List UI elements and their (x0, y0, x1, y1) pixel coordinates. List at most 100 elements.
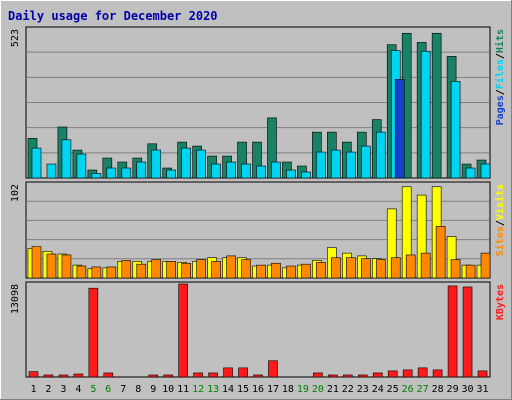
bar-middle-sites-day-4 (76, 265, 87, 279)
x-tick-label-day-5: 5 (90, 384, 96, 395)
bar-top-files-day-12 (196, 149, 206, 179)
bar-top-files-day-19 (301, 171, 311, 179)
bar-middle-sites-day-1 (31, 246, 42, 279)
bar-top-files-day-18 (286, 169, 296, 179)
x-tick-label-day-28: 28 (432, 384, 444, 395)
bar-middle-sites-day-25 (390, 257, 401, 279)
x-tick-label-day-12: 12 (192, 384, 204, 395)
bar-bottom-kbytes-day-11 (178, 283, 188, 378)
bar-middle-sites-day-24 (375, 259, 386, 279)
bar-bottom-kbytes-day-24 (372, 372, 383, 378)
panel-top-max-label: 523 (10, 29, 21, 47)
bar-bottom-kbytes-day-12 (193, 372, 203, 378)
bar-bottom-kbytes-day-2 (43, 374, 54, 378)
bar-bottom-kbytes-day-9 (148, 374, 159, 378)
legend-pages: Pages (495, 95, 506, 125)
bar-top-files-day-23 (360, 145, 371, 179)
x-tick-label-day-22: 22 (342, 384, 354, 395)
bar-middle-sites-day-21 (331, 257, 341, 279)
x-tick-label-day-4: 4 (75, 384, 81, 395)
bar-top-files-day-6 (106, 167, 117, 179)
bar-bottom-kbytes-day-1 (28, 371, 39, 378)
x-tick-label-day-27: 27 (417, 384, 429, 395)
bar-top-files-day-13 (211, 163, 221, 179)
bar-middle-sites-day-22 (346, 257, 356, 279)
bar-top-hits-day-28 (431, 32, 442, 179)
bar-top-files-day-1 (31, 147, 42, 179)
bar-top-files-day-16 (256, 165, 266, 179)
x-tick-label-day-29: 29 (447, 384, 459, 395)
bar-top-files-day-4 (76, 153, 87, 179)
bar-top-files-day-14 (226, 161, 236, 179)
x-tick-label-day-26: 26 (402, 384, 414, 395)
x-tick-label-day-21: 21 (327, 384, 339, 395)
x-tick-label-day-1: 1 (30, 384, 36, 395)
bar-bottom-kbytes-day-22 (343, 374, 353, 378)
bar-top-files-day-10 (166, 169, 177, 179)
bar-bottom-kbytes-day-25 (387, 370, 398, 378)
bar-middle-sites-day-8 (136, 263, 147, 279)
bar-bottom-kbytes-day-27 (417, 367, 428, 378)
x-tick-label-day-25: 25 (387, 384, 399, 395)
bar-top-files-day-9 (151, 149, 162, 179)
panel-middle-legend: Sites/Visits (494, 184, 506, 256)
bar-middle-sites-day-13 (211, 261, 221, 279)
x-tick-label-day-31: 31 (476, 384, 488, 395)
bar-bottom-kbytes-day-14 (223, 367, 233, 378)
x-tick-label-day-6: 6 (105, 384, 111, 395)
bar-top-files-day-7 (121, 167, 132, 179)
bar-middle-sites-day-20 (316, 262, 326, 279)
bar-bottom-kbytes-day-21 (328, 374, 338, 378)
x-tick-label-day-2: 2 (45, 384, 51, 395)
legend-files: Files (494, 59, 506, 89)
x-tick-label-day-24: 24 (372, 384, 384, 395)
bar-middle-sites-day-5 (91, 266, 102, 279)
bar-bottom-kbytes-day-30 (462, 286, 473, 378)
bar-middle-sites-day-11 (181, 262, 191, 279)
bar-top-files-day-17 (271, 161, 281, 179)
x-tick-label-day-19: 19 (297, 384, 309, 395)
bar-bottom-kbytes-day-29 (447, 285, 458, 378)
panel-bottom-frame (25, 281, 491, 378)
x-tick-label-day-30: 30 (462, 384, 474, 395)
bar-middle-sites-day-2 (46, 253, 57, 279)
bar-middle-sites-day-27 (420, 252, 431, 279)
bar-top-files-day-5 (91, 173, 102, 179)
bar-top-files-day-24 (375, 131, 386, 179)
legend-kbytes: KBytes (495, 284, 506, 320)
bar-middle-sites-day-23 (360, 258, 371, 279)
bar-top-pages-day-25 (394, 79, 405, 179)
bar-middle-sites-day-10 (166, 261, 177, 279)
bar-bottom-kbytes-day-23 (357, 374, 368, 378)
x-tick-label-day-7: 7 (120, 384, 126, 395)
bar-top-files-day-31 (480, 163, 491, 179)
panel-middle-max-label: 102 (10, 184, 21, 202)
bar-middle-sites-day-16 (256, 264, 266, 279)
bar-bottom-kbytes-day-28 (432, 369, 443, 378)
legend-separator: / (495, 53, 506, 59)
bar-top-files-day-27 (420, 50, 431, 179)
bar-top-files-day-2 (46, 163, 57, 179)
bar-top-files-day-20 (316, 151, 326, 179)
bar-bottom-kbytes-day-13 (208, 372, 218, 378)
panel-bottom-max-label: 13098 (10, 284, 21, 314)
chart-title: Daily usage for December 2020 (8, 9, 218, 23)
x-tick-label-day-23: 23 (357, 384, 369, 395)
x-tick-label-day-13: 13 (207, 384, 219, 395)
legend-sites: Sites (494, 226, 506, 256)
x-tick-label-day-11: 11 (177, 384, 189, 395)
x-tick-label-day-14: 14 (222, 384, 234, 395)
bar-middle-sites-day-19 (301, 263, 311, 279)
bar-middle-sites-day-29 (450, 259, 461, 279)
bar-middle-sites-day-3 (61, 254, 72, 279)
bar-bottom-kbytes-day-6 (103, 372, 114, 378)
bar-bottom-kbytes-day-5 (88, 287, 99, 378)
bar-middle-sites-day-14 (226, 255, 236, 279)
bar-top-files-day-15 (241, 163, 251, 179)
bar-middle-sites-day-7 (121, 260, 132, 279)
x-tick-label-day-10: 10 (162, 384, 174, 395)
legend-separator: / (495, 89, 506, 95)
bar-top-files-day-11 (181, 147, 191, 179)
bar-middle-sites-day-17 (271, 262, 281, 279)
